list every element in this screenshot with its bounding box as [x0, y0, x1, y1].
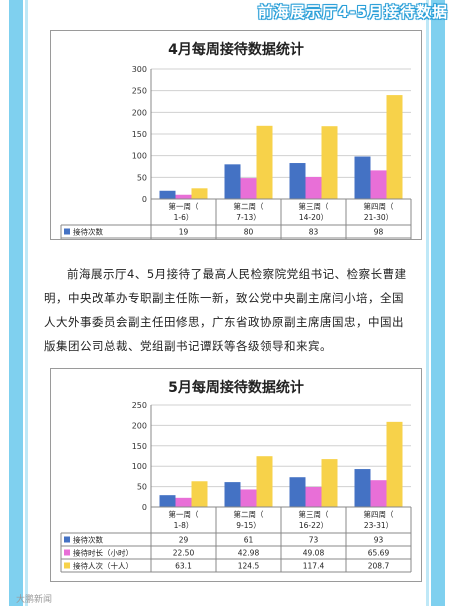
category-label: 第三周（: [299, 201, 329, 211]
bar: [224, 164, 241, 199]
y-tick-label: 50: [137, 173, 147, 182]
legend-label: 接待次数: [73, 227, 103, 237]
data-label: 124.5: [238, 562, 260, 571]
chart-april: 4月每周接待数据统计 0 50 100 150 200 250 300 第一周（ 1-6） 第二周…: [50, 30, 422, 240]
bar: [305, 176, 322, 199]
y-tick-label: 150: [132, 130, 147, 139]
legend-label: 接待时长（小时）: [73, 548, 133, 558]
data-label: 80: [244, 228, 254, 237]
bar: [289, 163, 306, 199]
body-paragraph: 前海展示厅4、5月接待了最高人民检察院党组书记、检察长曹建明，中央改革办专职副主…: [44, 267, 407, 353]
chart-may-svg: 0 50 100 150 200 250 第一周（ 1-8） 第二周（ 9-15） 第三周（ 16-2…: [60, 401, 412, 573]
right-frame-bar: [431, 0, 445, 606]
chart-may: 5月每周接待数据统计 0 50 100 150 200 250 第一周（ 1-8） 第二周（ 9-…: [50, 368, 422, 582]
bar: [159, 190, 176, 199]
y-tick-label: 250: [132, 87, 147, 96]
category-label: 9-15）: [236, 521, 261, 530]
data-label: 61: [244, 536, 254, 545]
page-title: 前海展示厅4-5月接待数据: [257, 3, 448, 21]
bar: [256, 456, 273, 507]
left-frame-bar: [9, 0, 23, 606]
data-label: 19: [179, 228, 189, 237]
data-label: 73: [309, 536, 319, 545]
bar: [191, 188, 208, 199]
legend-swatch: [64, 536, 70, 543]
chart-april-svg: 0 50 100 150 200 250 300 第一周（ 1-6） 第二周（ 7-13） 第三周（ 1…: [60, 65, 412, 239]
chart-title: 4月每周接待数据统计: [168, 42, 304, 58]
category-label: 第一周（: [169, 509, 199, 519]
category-label: 第四周（: [364, 509, 394, 519]
y-tick-label: 100: [132, 152, 147, 161]
category-label: 23-31）: [364, 521, 393, 530]
y-tick-label: 50: [137, 483, 147, 492]
category-label: 1-6）: [174, 213, 194, 222]
bar: [175, 497, 192, 507]
bar: [175, 194, 192, 199]
bar: [321, 126, 338, 199]
data-label: 83: [309, 228, 319, 237]
bar: [256, 125, 273, 199]
data-label: 49.08: [303, 549, 325, 558]
legend-swatch: [64, 562, 70, 569]
category-label: 7-13）: [236, 213, 261, 222]
watermark: 大鹏新闻: [16, 595, 53, 605]
y-tick-label: 200: [132, 108, 147, 117]
category-label: 第一周（: [169, 201, 199, 211]
data-label: 42.98: [238, 549, 260, 558]
y-tick-label: 0: [142, 503, 147, 512]
y-tick-label: 200: [132, 421, 147, 430]
bar: [354, 469, 371, 507]
category-label: 16-22）: [299, 521, 328, 530]
bar: [321, 459, 338, 507]
data-label: 117.4: [303, 562, 325, 571]
right-frame-stripe: [426, 0, 429, 606]
bar: [386, 95, 403, 199]
category-label: 21-30）: [364, 213, 393, 222]
y-tick-label: 300: [132, 65, 147, 74]
legend-swatch: [64, 228, 70, 235]
category-label: 1-8）: [174, 521, 194, 530]
category-label: 第二周（: [234, 509, 264, 519]
data-label: 98: [374, 228, 384, 237]
bar: [354, 156, 371, 199]
data-label: 22.50: [173, 549, 195, 558]
bar: [191, 481, 208, 507]
y-tick-label: 250: [132, 401, 147, 410]
data-label: 208.7: [368, 562, 390, 571]
y-tick-label: 100: [132, 462, 147, 471]
category-label: 14-20）: [299, 213, 328, 222]
bar: [370, 480, 387, 507]
data-label: 63.1: [175, 562, 192, 571]
data-label: 65.69: [368, 549, 390, 558]
legend-label: 接待人次（十人）: [73, 561, 133, 571]
legend-label: 接待次数: [73, 535, 103, 545]
data-label: 29: [179, 536, 189, 545]
category-label: 第二周（: [234, 201, 264, 211]
y-tick-label: 0: [142, 195, 147, 204]
legend-swatch: [64, 549, 70, 556]
bar: [240, 489, 257, 507]
category-label: 第三周（: [299, 509, 329, 519]
category-label: 第四周（: [364, 201, 394, 211]
bar: [386, 421, 403, 507]
bar: [240, 178, 257, 199]
left-frame-stripe: [25, 0, 28, 606]
bar: [305, 486, 322, 507]
y-tick-label: 150: [132, 442, 147, 451]
bar: [224, 482, 241, 507]
bar: [159, 495, 176, 507]
chart-title: 5月每周接待数据统计: [168, 380, 304, 396]
bar: [289, 477, 306, 507]
data-label: 93: [374, 536, 384, 545]
bar: [370, 170, 387, 199]
